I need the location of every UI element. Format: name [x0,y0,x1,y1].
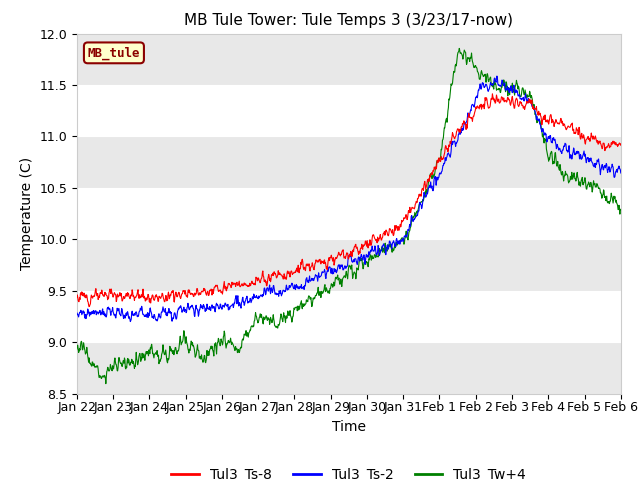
Bar [77,136,621,188]
Bar [77,240,621,291]
Y-axis label: Temperature (C): Temperature (C) [20,157,34,270]
Text: MB_tule: MB_tule [88,46,140,60]
X-axis label: Time: Time [332,420,366,434]
Title: MB Tule Tower: Tule Temps 3 (3/23/17-now): MB Tule Tower: Tule Temps 3 (3/23/17-now… [184,13,513,28]
Legend: Tul3_Ts-8, Tul3_Ts-2, Tul3_Tw+4: Tul3_Ts-8, Tul3_Ts-2, Tul3_Tw+4 [166,462,532,480]
Bar [77,34,621,85]
Bar [77,342,621,394]
